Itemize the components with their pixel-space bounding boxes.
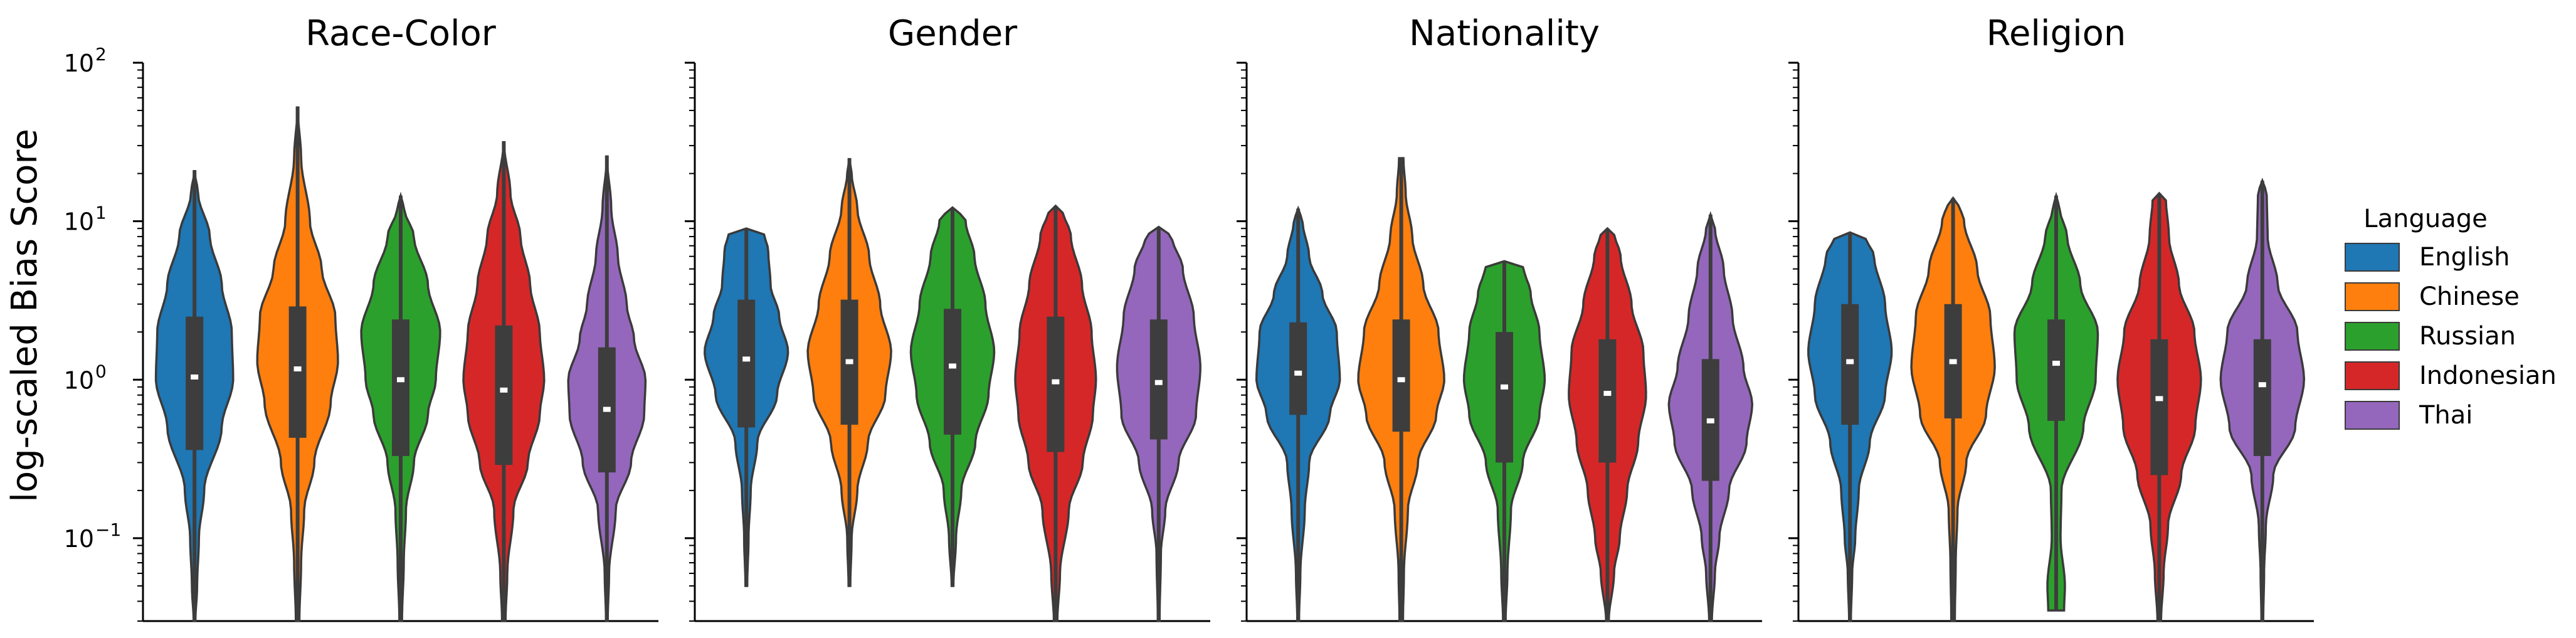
violin-iqr-box [1598,339,1617,463]
violin-median [500,387,508,393]
violin-english [154,169,235,622]
violin-iqr-box [392,319,409,456]
violin-iqr-box [186,316,204,450]
legend-swatch-thai [2345,401,2400,430]
violin-russian [909,206,996,587]
legend-swatch-english [2345,243,2400,272]
violin-english [1255,205,1341,622]
y-tick-exponent: 0 [95,361,107,381]
violin-iqr-box [737,299,756,428]
panel-title: Nationality [1409,13,1600,54]
violin-median [2052,361,2060,366]
violin-median [2155,396,2163,401]
violin-russian [1462,260,1546,622]
violin-iqr-box [2047,319,2065,421]
violin-iqr-box [1289,322,1307,415]
y-tick-exponent: 2 [95,44,107,65]
violin-median [1603,391,1612,396]
panel-religion: Religion [1788,13,2314,622]
violin-chinese [256,106,339,622]
legend-title: Language [2363,205,2487,233]
violin-median [1294,370,1302,376]
violin-iqr-box [1841,304,1859,425]
violin-iqr-box [288,306,307,438]
violin-indonesian [1014,204,1097,622]
violin-indonesian [1568,226,1647,622]
legend-swatch-indonesian [2345,361,2400,390]
legend-label-thai: Thai [2419,401,2473,430]
violin-median [1706,418,1714,423]
violin-iqr-box [2253,339,2271,456]
violin-english [1807,231,1893,622]
violin-median [1397,377,1405,383]
y-tick-exponent: −1 [95,519,121,540]
y-tick-label: 10 [64,366,94,394]
violin-russian [360,191,441,622]
y-tick-exponent: 1 [95,203,107,223]
violin-chinese [1910,196,1996,622]
y-tick-label: 10 [64,208,94,236]
violin-median [742,356,751,362]
violin-median [1501,384,1508,390]
panel-title: Race-Color [305,13,497,54]
violin-median [1052,379,1060,385]
violin-english [704,227,789,587]
legend-label-chinese: Chinese [2419,282,2520,311]
legend-label-indonesian: Indonesian [2419,361,2557,390]
violin-median [191,374,199,380]
legend-label-russian: Russian [2419,322,2516,351]
violin-median [845,359,853,364]
y-tick-label: 10 [64,525,94,553]
panel-gender: Gender [685,13,1210,622]
violin-median [1846,359,1854,364]
violin-thai [1116,225,1201,622]
legend-swatch-russian [2345,322,2400,351]
violin-russian [2013,191,2099,612]
violin-iqr-box [2150,339,2168,476]
violin-thai [1667,211,1754,622]
violin-iqr-box [944,309,961,435]
panel-title: Religion [1987,13,2126,54]
violin-median [293,366,302,372]
violin-median [2258,382,2266,388]
violin-chinese [806,157,892,587]
violin-iqr-box [495,325,513,465]
violin-median [1154,380,1163,385]
legend-label-english: English [2419,243,2510,272]
violin-indonesian [2116,191,2202,622]
violin-chinese [1357,157,1445,622]
violin-iqr-box [1496,332,1513,463]
panel-title: Gender [888,13,1018,54]
violin-thai [567,155,647,622]
violin-median [1949,359,1957,364]
violin-iqr-box [1149,319,1168,440]
y-tick-label: 10 [64,50,94,77]
panel-nationality: Nationality [1237,13,1762,622]
legend: Language English Chinese Russian Indonesian… [2345,205,2557,430]
violin-median [603,407,611,412]
violin-indonesian [462,141,546,622]
violin-iqr-box [1392,319,1410,432]
legend-swatch-chinese [2345,282,2400,311]
violin-median [397,377,404,383]
y-axis-label: log-scaled Bias Score [4,129,45,502]
violin-thai [2219,178,2306,622]
violin-median [949,363,956,369]
